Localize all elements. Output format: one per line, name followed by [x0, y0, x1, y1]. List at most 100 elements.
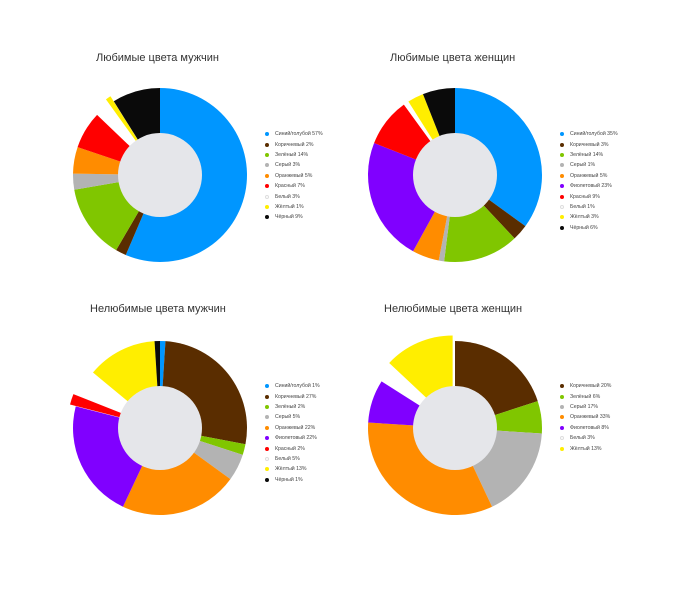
legend-item-yellow: Жёлтый 3% [560, 212, 618, 222]
legend: Синий/голубой 1% Коричневый 27% Зелёный 2%… [265, 381, 320, 485]
legend-swatch [265, 184, 269, 189]
legend-item-orange: Оранжевый 33% [560, 412, 611, 422]
donut-chart [368, 335, 542, 515]
legend-swatch [265, 436, 269, 441]
donut-hole [118, 386, 202, 470]
legend-item-gray: Серый 17% [560, 402, 611, 412]
legend-item-blue: Синий/голубой 35% [560, 129, 618, 139]
legend-swatch [265, 404, 269, 409]
legend-swatch [265, 215, 269, 220]
legend-label: Коричневый 3% [570, 141, 609, 148]
legend-label: Чёрный 9% [275, 214, 303, 221]
legend-label: Зелёный 6% [570, 393, 601, 400]
donut-hole [118, 133, 202, 217]
legend-item-brown: Коричневый 27% [265, 391, 320, 401]
legend-label: Серый 5% [275, 414, 301, 421]
legend-label: Коричневый 27% [275, 393, 317, 400]
legend-label: Зелёный 2% [275, 403, 306, 410]
legend-item-yellow: Жёлтый 13% [560, 443, 611, 453]
legend-item-white: Белый 3% [265, 191, 323, 201]
legend-item-green: Зелёный 6% [560, 391, 611, 401]
legend-item-orange: Оранжевый 22% [265, 423, 320, 433]
legend-label: Фиолетовый 23% [570, 183, 612, 190]
legend-label: Жёлтый 13% [570, 445, 602, 452]
legend-item-green: Зелёный 14% [560, 150, 618, 160]
legend-item-white: Белый 1% [560, 202, 618, 212]
legend-swatch [560, 152, 564, 157]
legend-item-orange: Оранжевый 5% [265, 171, 323, 181]
legend-swatch [265, 477, 269, 482]
legend-swatch [265, 132, 269, 137]
legend-label: Серый 17% [570, 403, 598, 410]
legend-label: Красный 2% [275, 445, 305, 452]
legend-swatch [560, 142, 564, 147]
legend-item-purple: Фиолетовый 23% [560, 181, 618, 191]
legend-swatch [560, 425, 564, 430]
chart-title: Нелюбимые цвета мужчин [90, 303, 226, 315]
legend-label: Белый 3% [275, 193, 300, 200]
legend-label: Белый 3% [570, 435, 595, 442]
legend-item-blue: Синий/голубой 57% [265, 129, 323, 139]
legend-item-gray: Серый 1% [560, 160, 618, 170]
legend-item-green: Зелёный 14% [265, 150, 323, 160]
legend-item-green: Зелёный 2% [265, 402, 320, 412]
donut-chart [367, 88, 542, 262]
legend-item-black: Чёрный 1% [265, 475, 320, 485]
legend-label: Жёлтый 1% [275, 203, 304, 210]
legend-item-gray: Серый 3% [265, 160, 323, 170]
legend-label: Синий/голубой 57% [275, 131, 323, 138]
legend-label: Оранжевый 22% [275, 424, 316, 431]
legend-label: Чёрный 6% [570, 224, 598, 231]
legend-swatch [265, 384, 269, 389]
chart-title: Любимые цвета женщин [390, 52, 516, 64]
legend-label: Чёрный 1% [275, 476, 303, 483]
legend-swatch [265, 425, 269, 430]
legend-swatch [265, 152, 269, 157]
legend-label: Фиолетовый 22% [275, 435, 317, 442]
chart-title: Любимые цвета мужчин [96, 52, 219, 64]
legend-item-gray: Серый 5% [265, 412, 320, 422]
legend-swatch [560, 132, 564, 137]
legend-item-red: Красный 7% [265, 181, 323, 191]
slice-blue [455, 88, 542, 227]
legend-label: Красный 7% [275, 183, 305, 190]
legend-item-white: Белый 3% [560, 433, 611, 443]
legend-label: Серый 1% [570, 162, 596, 169]
legend-label: Фиолетовый 8% [570, 424, 609, 431]
legend-label: Коричневый 20% [570, 383, 612, 390]
legend-item-brown: Коричневый 2% [265, 139, 323, 149]
legend-swatch [560, 225, 564, 230]
legend-swatch [265, 194, 269, 199]
legend-swatch [560, 446, 564, 451]
legend-swatch [265, 415, 269, 420]
legend-label: Оранжевый 5% [570, 172, 608, 179]
donut-chart [73, 88, 247, 262]
legend-swatch [560, 415, 564, 420]
legend-swatch [265, 163, 269, 168]
legend-swatch [560, 404, 564, 409]
legend-swatch [265, 394, 269, 399]
legend-swatch [265, 142, 269, 147]
legend-swatch [560, 173, 564, 178]
legend-swatch [560, 163, 564, 168]
legend-swatch [265, 173, 269, 178]
legend-label: Оранжевый 33% [570, 414, 611, 421]
legend-item-purple: Фиолетовый 8% [560, 423, 611, 433]
donut-hole [413, 133, 497, 217]
legend-swatch [560, 204, 564, 209]
legend-item-blue: Синий/голубой 1% [265, 381, 320, 391]
legend-item-yellow: Жёлтый 1% [265, 202, 323, 212]
legend: Синий/голубой 35% Коричневый 3% Зелёный 14… [560, 129, 618, 233]
legend-swatch [265, 467, 269, 472]
legend-swatch [560, 184, 564, 189]
legend-swatch [560, 384, 564, 389]
legend-item-white: Белый 5% [265, 454, 320, 464]
donut-chart [70, 341, 247, 515]
legend-swatch [265, 456, 269, 461]
legend-swatch [560, 194, 564, 199]
legend-label: Красный 9% [570, 193, 600, 200]
legend-label: Коричневый 2% [275, 141, 314, 148]
legend-label: Серый 3% [275, 162, 301, 169]
legend-item-orange: Оранжевый 5% [560, 171, 618, 181]
legend-item-purple: Фиолетовый 22% [265, 433, 320, 443]
